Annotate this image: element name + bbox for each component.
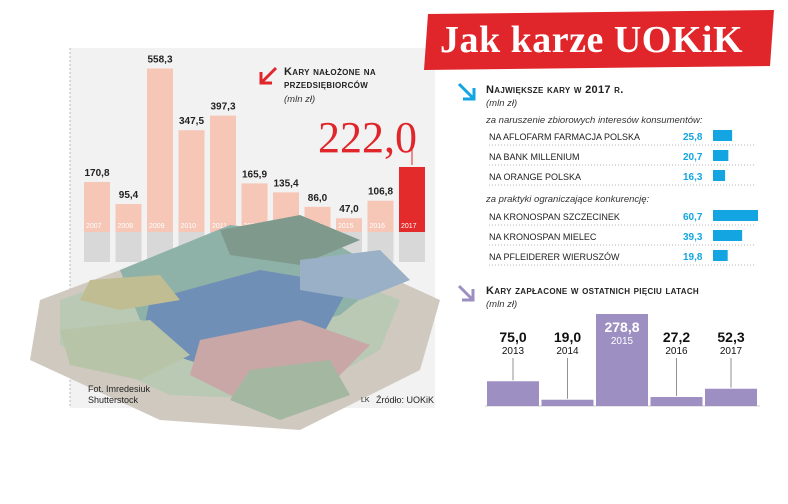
value-label: 397,3	[210, 102, 235, 113]
paid-value: 19,0	[554, 329, 581, 345]
paid-bar-2014	[541, 399, 594, 406]
penalty-value: 25,8	[683, 132, 703, 143]
bar-shadow	[115, 232, 142, 262]
company-name: NA PFLEIDERER WIERUSZÓW	[489, 252, 620, 262]
year-label: 2007	[86, 223, 102, 230]
paid-value: 52,3	[717, 329, 744, 345]
value-label: 165,9	[242, 169, 267, 180]
arrow-down-right-purple-icon	[457, 284, 475, 302]
title-banner	[424, 10, 774, 70]
value-label: 86,0	[308, 193, 328, 204]
imposed-chart-title: Kary nałożone na przedsiębiorców	[284, 66, 376, 91]
bar-2009	[147, 68, 173, 232]
paid-year: 2017	[720, 346, 743, 357]
value-label: 347,5	[179, 116, 204, 127]
photo-credit-line1: Fot. Imredesiuk	[88, 384, 151, 394]
paid-bar-2017	[705, 388, 757, 406]
year-label: 2010	[181, 223, 197, 230]
paid-chart-unit: (mln zł)	[486, 299, 518, 310]
paid-value: 75,0	[499, 329, 526, 345]
penalty-bar	[713, 250, 728, 261]
company-name: NA AFLOFARM FARMACJA POLSKA	[489, 132, 640, 142]
source-credit: Źródło: UOKiK	[376, 395, 435, 405]
value-label: 95,4	[119, 190, 139, 201]
year-label: 2015	[338, 223, 354, 230]
penalty-bar	[713, 230, 743, 241]
banknotes-illustration	[30, 215, 440, 430]
year-label: 2009	[149, 223, 165, 230]
penalty-bar	[713, 130, 733, 141]
page-title: Jak karze UOKiK	[440, 19, 744, 61]
penalty-bar	[713, 170, 726, 181]
largest-chart-unit: (mln zł)	[486, 98, 518, 109]
penalty-bar	[713, 150, 729, 161]
paid-year: 2014	[556, 346, 579, 357]
paid-value: 278,8	[604, 319, 639, 335]
penalty-value: 20,7	[683, 152, 703, 163]
largest-penalties-chart: NA AFLOFARM FARMACJA POLSKA 25,8 NA BANK M…	[489, 130, 758, 266]
company-name: NA BANK MILLENIUM	[489, 152, 580, 162]
company-name: NA KRONOSPAN MIELEC	[489, 232, 597, 242]
value-label: 558,3	[147, 54, 172, 65]
paid-bar-2013	[487, 381, 539, 406]
group-consumer-label: za naruszenie zbiorowych interesów konsu…	[486, 115, 703, 126]
bar-2015	[336, 218, 362, 232]
largest-chart-title: Największe kary w 2017 r.	[486, 84, 624, 96]
paid-bar-2015	[596, 314, 648, 406]
paid-year: 2015	[611, 336, 634, 347]
year-label: 2008	[118, 223, 134, 230]
penalty-value: 16,3	[683, 172, 703, 183]
value-label: 106,8	[368, 187, 393, 198]
year-label: 2017	[401, 223, 417, 230]
penalty-value: 60,7	[683, 212, 703, 223]
photo-credit-line2: Shutterstock	[88, 395, 139, 405]
penalty-value: 19,8	[683, 252, 703, 263]
paid-bar-2016	[650, 397, 703, 406]
arrow-down-left-icon	[259, 66, 278, 85]
arrow-down-right-icon	[457, 82, 476, 101]
bar-2011	[210, 115, 236, 232]
value-label: 47,0	[339, 204, 359, 215]
penalty-value: 39,3	[683, 232, 703, 243]
bar-2017	[399, 166, 425, 232]
year-label: 2016	[370, 223, 386, 230]
paid-chart-title: Kary zapłacone w ostatnich pięciu latach	[486, 285, 699, 297]
paid-year: 2016	[665, 346, 688, 357]
year-label: 2011	[212, 223, 227, 230]
imposed-chart-unit: (mln zł)	[284, 94, 316, 105]
bar-2016	[367, 200, 394, 232]
company-name: NA ORANGE POLSKA	[489, 172, 581, 182]
bar-2010	[178, 130, 205, 232]
photo-credit: Fot. Imredesiuk Shutterstock	[88, 384, 150, 406]
bar-shadow	[399, 232, 425, 262]
value-label: 135,4	[273, 178, 298, 189]
value-label: 170,8	[84, 168, 109, 179]
company-name: NA KRONOSPAN SZCZECINEK	[489, 212, 620, 222]
bar-2008	[115, 204, 142, 232]
paid-value: 27,2	[663, 329, 690, 345]
group-competition-label: za praktyki ograniczające konkurencję:	[486, 194, 650, 205]
bar-2007	[84, 181, 110, 232]
highlight-value-2017: 222,0	[318, 113, 417, 162]
bar-shadow	[84, 232, 110, 262]
penalty-bar	[713, 210, 758, 221]
paid-year: 2013	[502, 346, 525, 357]
author-initials: LK	[361, 397, 370, 404]
